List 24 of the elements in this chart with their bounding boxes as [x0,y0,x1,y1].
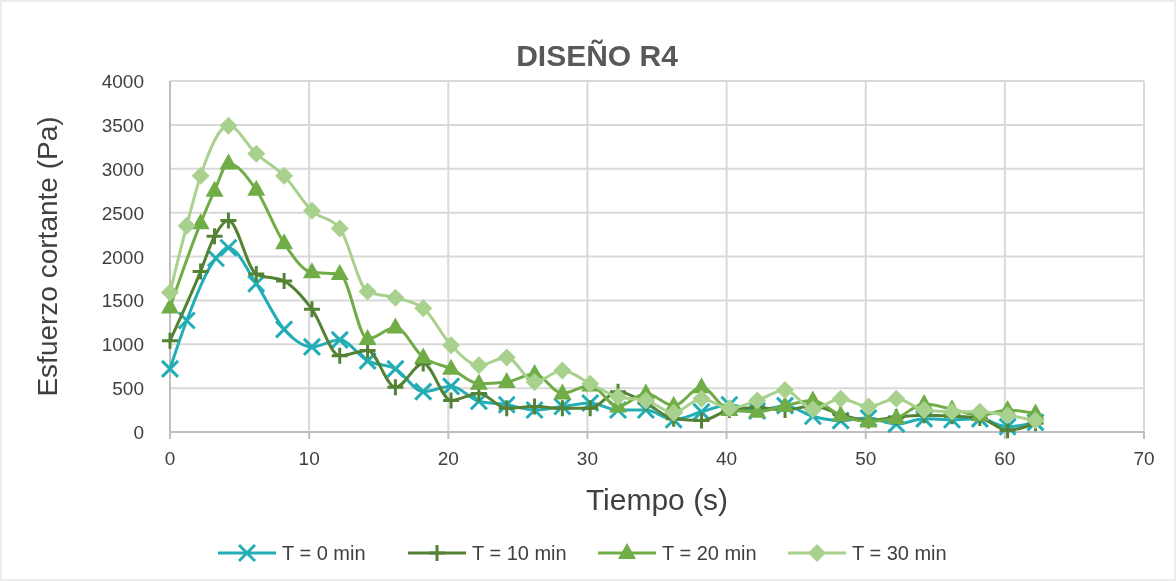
legend-label: T = 10 min [472,542,567,564]
y-tick-label: 1000 [101,334,144,356]
x-tick-label: 50 [855,448,877,469]
y-tick-label: 2000 [101,246,144,268]
legend-label: T = 0 min [282,542,366,564]
x-tick-label: 20 [437,448,459,469]
x-tick-label: 40 [716,448,738,469]
x-tick-label: 60 [994,448,1016,469]
x-tick-label: 30 [576,448,598,469]
x-tick-label: 70 [1133,448,1155,469]
y-tick-label: 3500 [101,114,144,136]
y-tick-label: 2500 [101,202,144,224]
x-axis-title: Tiempo (s) [585,483,729,516]
legend-label: T = 30 min [852,542,947,564]
y-axis-title: Esfuerzo cortante (Pa) [32,116,63,397]
legend-label: T = 20 min [662,542,757,564]
chart-title: DISEÑO R4 [516,39,679,72]
x-tick-label: 10 [298,448,320,469]
y-tick-label: 4000 [101,71,144,92]
y-tick-label: 1500 [101,290,144,312]
y-tick-label: 3000 [101,158,144,180]
y-tick-label: 500 [112,378,144,400]
y-tick-label: 0 [133,422,144,443]
x-tick-label: 0 [164,448,176,469]
